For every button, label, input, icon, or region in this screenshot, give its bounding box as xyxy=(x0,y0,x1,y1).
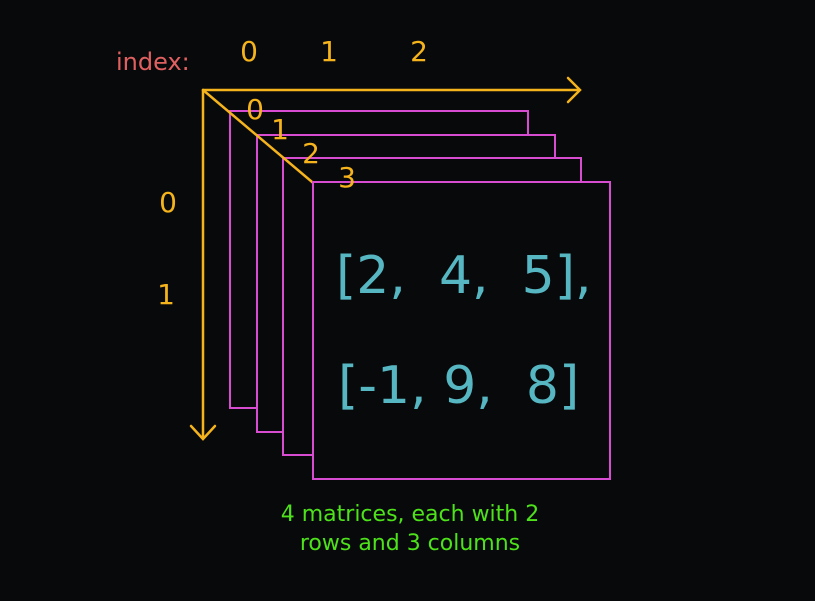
column-index-1: 1 xyxy=(320,35,338,68)
diagram-caption: 4 matrices, each with 2 rows and 3 colum… xyxy=(200,500,620,558)
index-label: index: xyxy=(116,48,190,76)
caption-line-2: rows and 3 columns xyxy=(299,531,521,556)
row-axis-arrow xyxy=(189,88,217,441)
column-index-0: 0 xyxy=(240,35,258,68)
matrix-row-0: [2, 4, 5], xyxy=(336,246,592,306)
depth-index-3: 3 xyxy=(338,161,356,194)
column-index-2: 2 xyxy=(410,35,428,68)
depth-index-0: 0 xyxy=(246,93,264,126)
depth-index-2: 2 xyxy=(302,137,320,170)
caption-line-1: 4 matrices, each with 2 xyxy=(280,502,540,527)
row-index-1: 1 xyxy=(157,278,175,311)
matrix-row-1: [-1, 9, 8] xyxy=(338,356,579,416)
column-axis-arrow xyxy=(201,76,582,104)
depth-index-1: 1 xyxy=(271,113,289,146)
matrix-frame-3 xyxy=(312,181,611,480)
row-index-0: 0 xyxy=(159,186,177,219)
